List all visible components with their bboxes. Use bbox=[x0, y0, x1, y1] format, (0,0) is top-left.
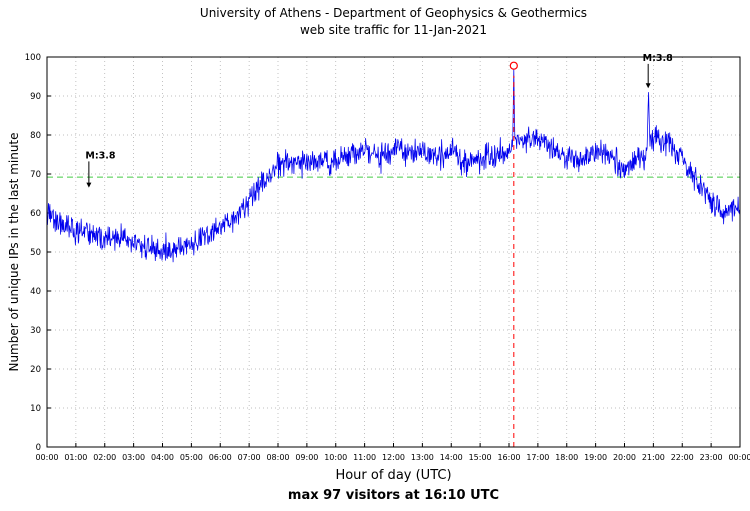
annotation-label: M:3.8 bbox=[643, 53, 673, 64]
x-tick-label: 11:00 bbox=[353, 453, 376, 462]
x-tick-label: 19:00 bbox=[584, 453, 607, 462]
traffic-line bbox=[46, 68, 741, 263]
y-tick-label: 20 bbox=[30, 365, 41, 375]
x-tick-label: 00:00 bbox=[35, 453, 58, 462]
x-tick-label: 16:00 bbox=[497, 453, 520, 462]
x-tick-label: 06:00 bbox=[209, 453, 232, 462]
y-tick-label: 30 bbox=[30, 326, 41, 336]
y-tick-label: 90 bbox=[30, 92, 41, 102]
y-tick-label: 50 bbox=[30, 248, 41, 258]
x-tick-label: 17:00 bbox=[526, 453, 549, 462]
max-visitors-note: max 97 visitors at 16:10 UTC bbox=[287, 488, 500, 503]
x-tick-label: 02:00 bbox=[93, 453, 116, 462]
x-tick-label: 22:00 bbox=[671, 453, 694, 462]
y-tick-label: 40 bbox=[30, 287, 41, 297]
x-tick-label: 18:00 bbox=[555, 453, 578, 462]
x-tick-label: 04:00 bbox=[151, 453, 174, 462]
x-axis-label: Hour of day (UTC) bbox=[335, 468, 452, 483]
x-tick-label: 00:00 bbox=[728, 453, 750, 462]
chart-title-line2: web site traffic for 11-Jan-2021 bbox=[299, 23, 488, 37]
x-tick-label: 09:00 bbox=[295, 453, 318, 462]
x-tick-label: 01:00 bbox=[64, 453, 87, 462]
annotation-arrowhead bbox=[86, 182, 92, 188]
annotation-arrowhead bbox=[645, 83, 651, 89]
x-tick-label: 13:00 bbox=[411, 453, 434, 462]
x-tick-label: 14:00 bbox=[440, 453, 463, 462]
y-tick-label: 80 bbox=[30, 131, 41, 141]
x-tick-label: 07:00 bbox=[238, 453, 261, 462]
x-tick-label: 15:00 bbox=[469, 453, 492, 462]
y-tick-label: 70 bbox=[30, 170, 41, 180]
annotation-label: M:3.8 bbox=[85, 150, 115, 161]
y-tick-label: 0 bbox=[36, 443, 41, 453]
y-tick-label: 10 bbox=[30, 404, 41, 414]
x-tick-label: 21:00 bbox=[642, 453, 665, 462]
chart-title-line1: University of Athens - Department of Geo… bbox=[199, 6, 588, 20]
y-tick-label: 60 bbox=[30, 209, 41, 219]
x-tick-label: 05:00 bbox=[180, 453, 203, 462]
plot-frame bbox=[46, 56, 741, 448]
x-tick-label: 20:00 bbox=[613, 453, 636, 462]
x-tick-label: 12:00 bbox=[382, 453, 405, 462]
x-tick-label: 23:00 bbox=[700, 453, 723, 462]
x-tick-label: 10:00 bbox=[324, 453, 347, 462]
y-tick-label: 100 bbox=[25, 53, 41, 63]
x-tick-label: 08:00 bbox=[266, 453, 289, 462]
peak-marker bbox=[509, 61, 518, 70]
x-tick-label: 03:00 bbox=[122, 453, 145, 462]
